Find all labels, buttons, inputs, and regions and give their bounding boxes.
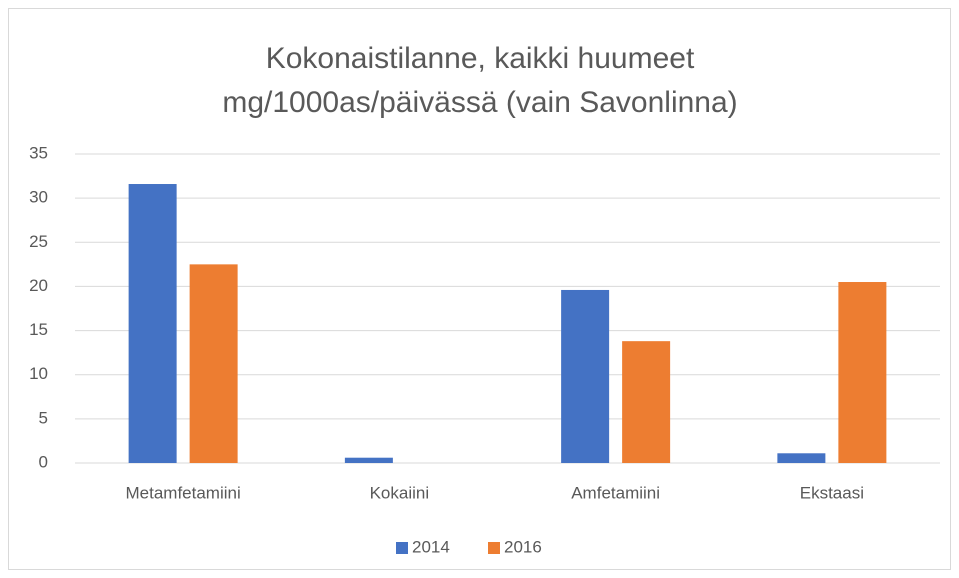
x-tick-label: Ekstaasi <box>800 483 864 502</box>
y-tick-label: 0 <box>39 452 48 471</box>
legend-label: 2016 <box>504 537 542 556</box>
bar <box>344 457 393 463</box>
x-tick-label: Kokaiini <box>370 483 430 502</box>
bar <box>561 289 610 463</box>
legend-swatch <box>396 542 408 554</box>
y-tick-label: 10 <box>29 364 48 383</box>
x-tick-label: Metamfetamiini <box>125 483 240 502</box>
bar <box>622 341 671 463</box>
y-tick-label: 15 <box>29 320 48 339</box>
bar <box>838 282 887 463</box>
legend-swatch <box>488 542 500 554</box>
y-tick-label: 35 <box>29 143 48 162</box>
chart-title: Kokonaistilanne, kaikki huumeet <box>266 42 695 75</box>
x-tick-label: Amfetamiini <box>571 483 660 502</box>
y-tick-label: 25 <box>29 232 48 251</box>
bar <box>189 264 238 463</box>
legend-label: 2014 <box>412 537 450 556</box>
bar <box>777 453 826 463</box>
y-tick-label: 5 <box>39 408 48 427</box>
bar <box>128 184 177 463</box>
chart-title: mg/1000as/päivässä (vain Savonlinna) <box>222 86 737 119</box>
y-tick-label: 20 <box>29 276 48 295</box>
y-tick-label: 30 <box>29 188 48 207</box>
